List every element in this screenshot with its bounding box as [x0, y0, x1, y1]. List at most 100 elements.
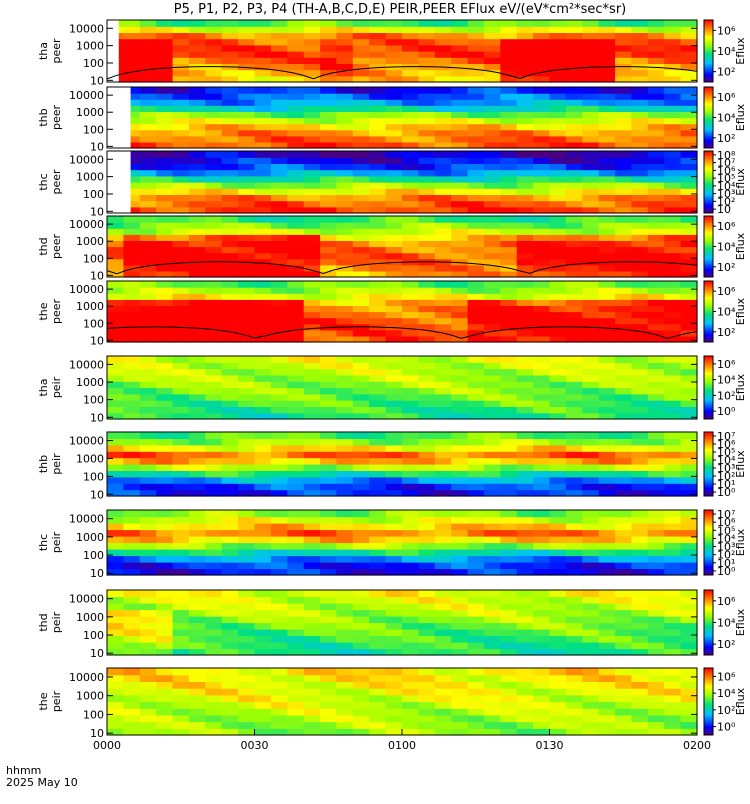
spectrogram-cell	[385, 175, 403, 183]
spectrogram-cell	[188, 281, 206, 288]
spectrogram-cell	[320, 688, 338, 696]
spectrogram-cell	[565, 542, 583, 550]
spectrogram-cell	[270, 222, 288, 229]
spectrogram-cell	[172, 568, 190, 576]
spectrogram-cell	[270, 258, 288, 266]
spectrogram-cell	[238, 444, 256, 452]
spectrogram-cell	[123, 451, 141, 459]
spectrogram-cell	[418, 432, 436, 439]
spectrogram-cell	[139, 438, 157, 446]
spectrogram-cell	[615, 335, 633, 343]
spectrogram-cell	[139, 200, 157, 208]
spectrogram-cell	[483, 523, 501, 531]
spectrogram-cell	[221, 536, 239, 544]
spectrogram-cell	[172, 26, 190, 33]
spectrogram-cell	[549, 432, 567, 439]
spectrogram-cell	[680, 75, 698, 83]
y-tick-label: 100	[83, 317, 104, 330]
spectrogram-cell	[533, 451, 551, 459]
spectrogram-cell	[615, 681, 633, 689]
spectrogram-cell	[287, 708, 305, 716]
spectrogram-cell	[533, 681, 551, 689]
spectrogram-cell	[467, 476, 485, 484]
spectrogram-cell	[516, 510, 534, 518]
y-tick-label: 1000	[76, 531, 104, 544]
spectrogram-cell	[107, 510, 124, 518]
spectrogram-cell	[631, 457, 649, 465]
spectrogram-cell	[369, 264, 387, 272]
spectrogram-cell	[385, 568, 403, 576]
spectrogram-cell	[123, 400, 141, 407]
spectrogram-cell	[156, 444, 174, 452]
spectrogram-cell	[336, 206, 354, 214]
spectrogram-cell	[565, 603, 583, 611]
spectrogram-cell	[205, 457, 223, 465]
spectrogram-cell	[615, 305, 633, 313]
spectrogram-cell	[270, 87, 288, 94]
spectrogram-cell	[270, 457, 288, 465]
spectrogram-cell	[582, 163, 600, 171]
spectrogram-cell	[336, 542, 354, 550]
spectrogram-cell	[598, 270, 616, 278]
panel-instrument-label: peir	[50, 376, 63, 398]
spectrogram-cell	[549, 129, 567, 137]
spectrogram-cell	[188, 264, 206, 272]
spectrogram-cell	[107, 529, 124, 537]
spectrogram-cell	[320, 69, 338, 77]
spectrogram-cell	[402, 87, 419, 94]
spectrogram-cell	[402, 51, 419, 58]
spectrogram-cell	[254, 105, 272, 112]
spectrogram-cell	[352, 674, 370, 682]
colorbar-tick-label: 10⁴	[717, 306, 736, 319]
spectrogram-cell	[287, 694, 305, 703]
spectrogram-cell	[533, 444, 551, 452]
spectrogram-cell	[385, 622, 403, 630]
spectrogram-cell	[418, 69, 436, 77]
spectrogram-cell	[434, 457, 452, 465]
spectrogram-cell	[500, 393, 518, 401]
spectrogram-cell	[549, 216, 567, 223]
spectrogram-cell	[254, 542, 272, 550]
spectrogram-cell	[549, 93, 567, 100]
spectrogram-cell	[221, 163, 239, 171]
spectrogram-cell	[320, 105, 338, 112]
spectrogram-cell	[647, 393, 665, 401]
spectrogram-cell	[385, 38, 403, 46]
spectrogram-cell	[565, 329, 583, 337]
spectrogram-cell	[369, 157, 387, 164]
spectrogram-cell	[483, 163, 501, 171]
spectrogram-cell	[238, 549, 256, 557]
spectrogram-cell	[483, 270, 501, 278]
spectrogram-cell	[598, 642, 616, 650]
spectrogram-cell	[336, 648, 354, 656]
spectrogram-cell	[516, 329, 534, 337]
spectrogram-cell	[139, 169, 157, 177]
spectrogram-cell	[205, 32, 223, 40]
colorbar-tick-label: 10⁴	[717, 374, 736, 387]
spectrogram-cell	[533, 317, 551, 325]
spectrogram-cell	[647, 234, 665, 241]
spectrogram-cell	[533, 246, 551, 254]
spectrogram-cell	[188, 222, 206, 229]
spectrogram-cell	[533, 69, 551, 77]
spectrogram-cell	[631, 32, 649, 40]
spectrogram-cell	[500, 123, 518, 131]
spectrogram-cell	[385, 694, 403, 703]
spectrogram-cell	[647, 311, 665, 319]
spectrogram-cell	[254, 75, 272, 83]
spectrogram-cell	[172, 489, 190, 497]
spectrogram-cell	[631, 596, 649, 604]
spectrogram-cell	[287, 432, 305, 439]
spectrogram-cell	[205, 305, 223, 313]
spectrogram-cell	[434, 701, 452, 709]
spectrogram-cell	[565, 688, 583, 696]
spectrogram-cell	[664, 457, 682, 465]
spectrogram-cell	[118, 69, 124, 77]
colorbar	[703, 509, 714, 576]
spectrogram-cell	[270, 603, 288, 611]
spectrogram-cell	[139, 228, 157, 235]
spectrogram-cell	[434, 141, 452, 149]
spectrogram-cell	[156, 701, 174, 709]
spectrogram-cell	[516, 668, 534, 676]
